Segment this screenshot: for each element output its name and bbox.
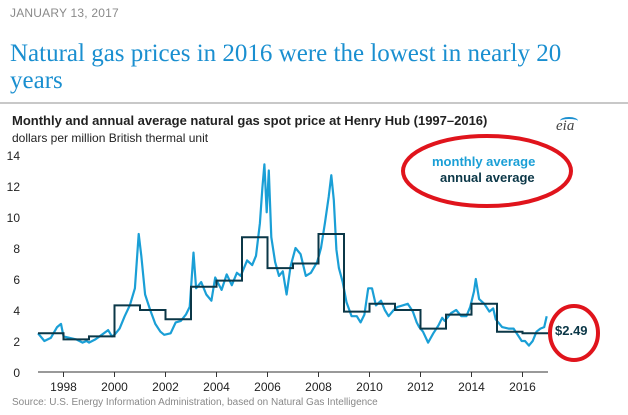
x-tick-label: 2014 [458,380,485,394]
legend-annual: annual average [440,170,535,185]
x-tick-label: 2012 [407,380,434,394]
headline[interactable]: Natural gas prices in 2016 were the lowe… [10,40,562,94]
publication-date: JANUARY 13, 2017 [10,6,119,20]
x-tick-label: 2002 [152,380,179,394]
source-note: Source: U.S. Energy Information Administ… [12,397,378,408]
y-tick-label: 12 [7,180,21,194]
x-tick-label: 1998 [50,380,77,394]
callout-highlight-ring [548,304,600,362]
monthly-average-line [37,163,548,347]
y-tick-label: 14 [7,149,21,163]
annual-average-steps [38,233,548,341]
x-tick-label: 2000 [101,380,128,394]
eia-logo[interactable]: eia [556,118,575,134]
x-tick-label: 2006 [254,380,281,394]
x-tick-label: 2008 [305,380,332,394]
y-tick-label: 2 [13,335,20,349]
series-layer [37,163,548,347]
chart-title: Monthly and annual average natural gas s… [12,113,488,128]
legend-monthly: monthly average [432,154,536,169]
y-tick-label: 0 [13,366,20,380]
y-tick-label: 6 [13,273,20,287]
y-tick-label: 4 [13,304,20,318]
highlight-rings [401,134,600,362]
x-tick-label: 2004 [203,380,230,394]
x-tick-label: 2010 [356,380,383,394]
legend-highlight-ring [401,134,573,208]
eia-logo-swoosh [560,117,578,125]
x-tick-label: 2016 [509,380,536,394]
tick-labels: 0 2 4 6 8 10 12 14 1998 2000 2002 2004 2006 2008 2010 2… [7,149,537,394]
header-divider [0,102,628,104]
y-tick-label: 8 [13,242,20,256]
axes [38,371,548,377]
chart-subtitle: dollars per million British thermal unit [12,131,209,145]
callout-2016-value: $2.49 [555,323,588,338]
y-tick-label: 10 [7,211,21,225]
